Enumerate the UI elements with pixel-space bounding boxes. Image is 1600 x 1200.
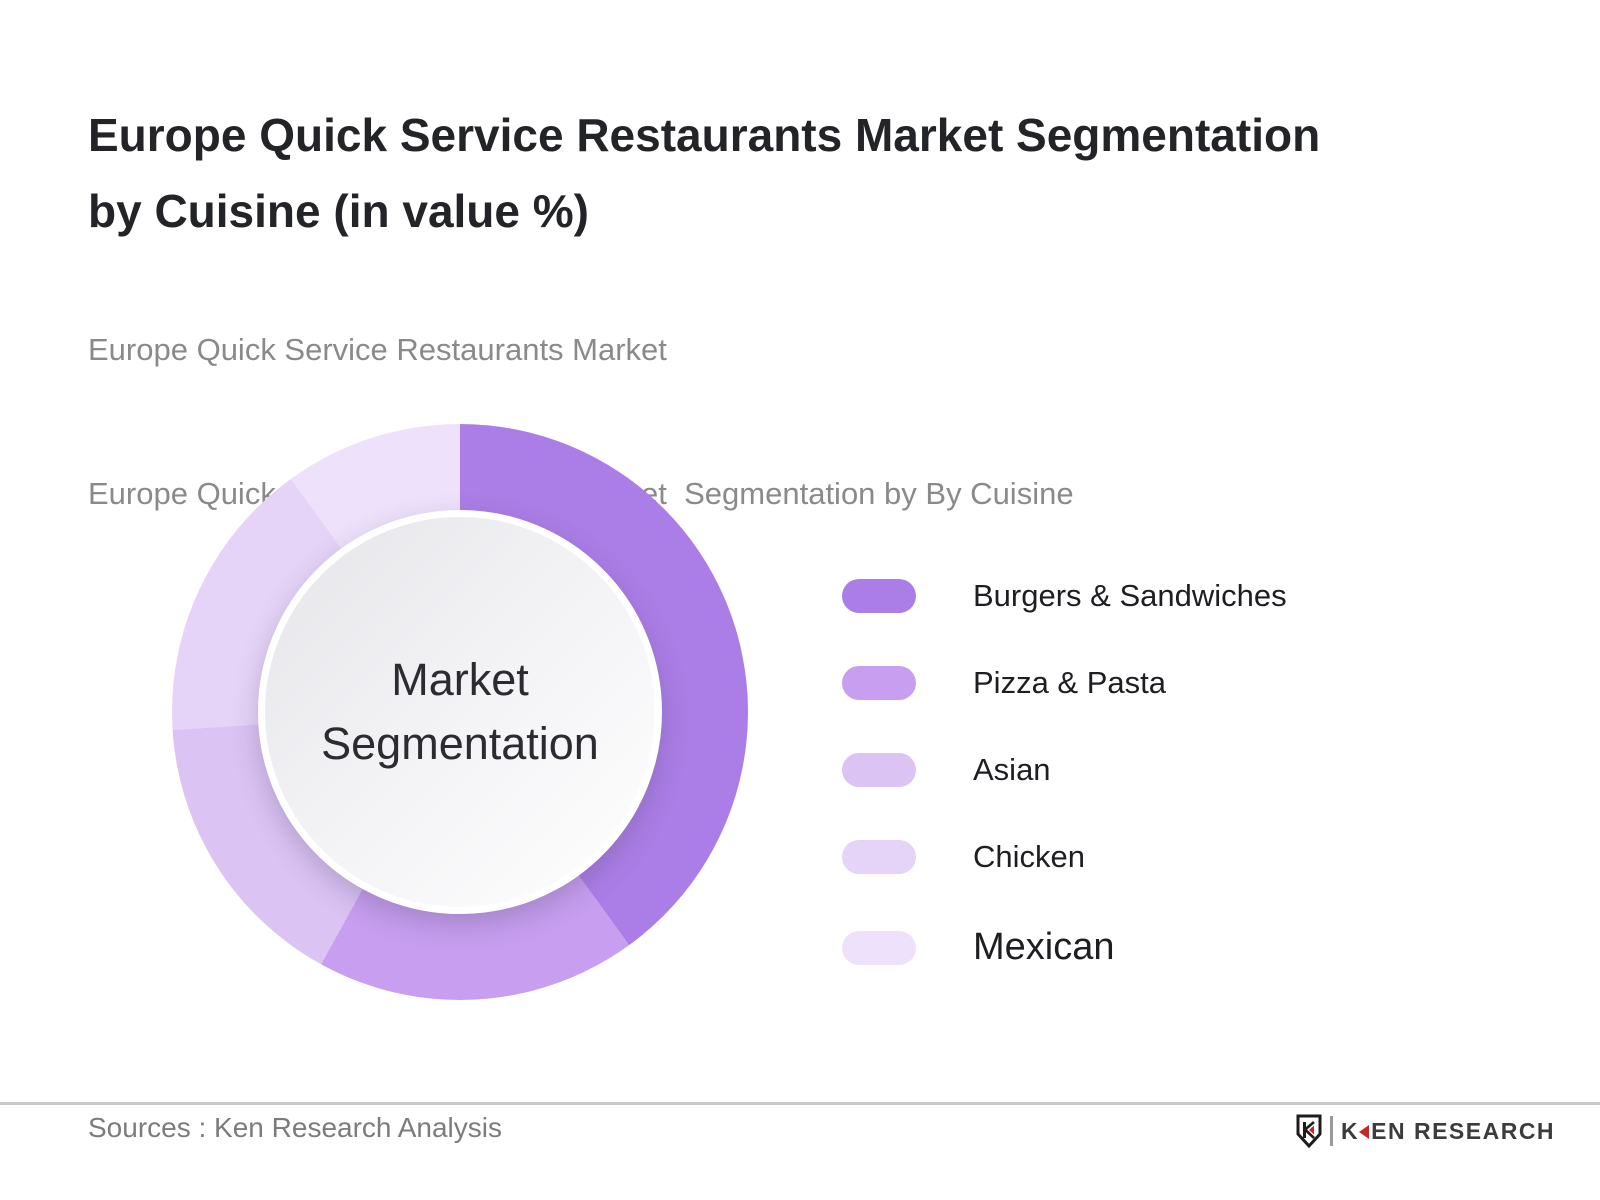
page-subtitle-line-1: Europe Quick Service Restaurants Market	[88, 332, 667, 367]
footer-divider	[0, 1102, 1600, 1105]
ken-research-wordmark: K EN RESEARCH	[1341, 1118, 1555, 1145]
donut-chart: Market Segmentation	[172, 424, 748, 1000]
ken-research-shield-icon	[1296, 1114, 1322, 1148]
legend-label: Burgers & Sandwiches	[973, 578, 1287, 613]
sources-text: Sources : Ken Research Analysis	[88, 1112, 502, 1143]
logo-separator	[1330, 1116, 1333, 1146]
legend-item: Burgers & Sandwiches	[842, 578, 1287, 614]
legend-swatch	[842, 840, 916, 874]
legend-swatch	[842, 753, 916, 787]
legend-label: Mexican	[973, 926, 1115, 968]
legend-item: Chicken	[842, 839, 1287, 875]
page-title-line-2: by Cuisine (in value %)	[88, 184, 589, 237]
legend-label: Pizza & Pasta	[973, 665, 1166, 700]
donut-center-circle: Market Segmentation	[258, 510, 662, 914]
legend-swatch	[842, 666, 916, 700]
red-arrow-icon	[1359, 1124, 1370, 1139]
legend-item: Mexican	[842, 926, 1287, 969]
legend-item: Pizza & Pasta	[842, 665, 1287, 701]
page-title: Europe Quick Service Restaurants Market …	[88, 97, 1508, 249]
legend-label: Chicken	[973, 839, 1085, 874]
ken-research-logo: K EN RESEARCH	[1296, 1114, 1555, 1148]
legend-label: Asian	[973, 752, 1051, 787]
legend-swatch	[842, 930, 916, 965]
chart-legend: Burgers & Sandwiches Pizza & Pasta Asian…	[842, 578, 1287, 969]
legend-swatch	[842, 579, 916, 613]
legend-item: Asian	[842, 752, 1287, 788]
page-title-line-1: Europe Quick Service Restaurants Market …	[88, 108, 1321, 161]
wordmark-k: K	[1341, 1117, 1360, 1144]
donut-center-label: Market Segmentation	[321, 654, 599, 769]
wordmark-rest: EN RESEARCH	[1371, 1117, 1556, 1144]
